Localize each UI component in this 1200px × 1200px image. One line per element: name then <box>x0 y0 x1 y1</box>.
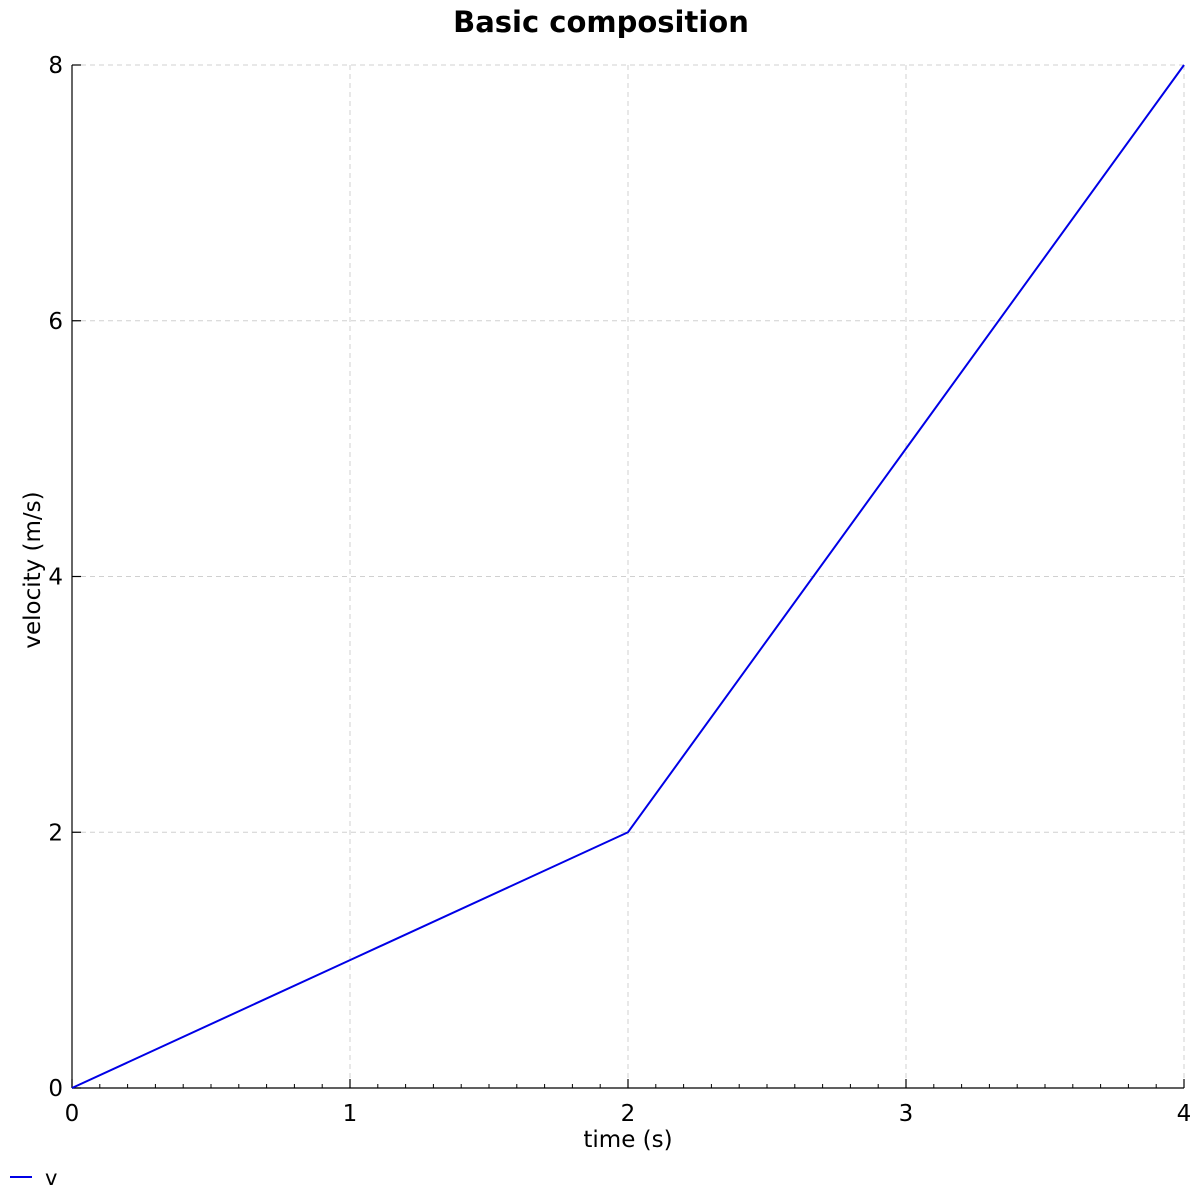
y-tick-label-0: 0 <box>48 1076 63 1102</box>
legend-label-v: v <box>45 1166 57 1190</box>
chart-title: Basic composition <box>453 5 749 39</box>
x-tick-label-0: 0 <box>65 1101 80 1127</box>
x-tick-label-3: 3 <box>899 1101 914 1127</box>
x-axis-label: time (s) <box>583 1127 672 1153</box>
x-tick-label-4: 4 <box>1177 1101 1192 1127</box>
x-tick-label-2: 2 <box>621 1101 636 1127</box>
legend: v <box>10 1166 57 1190</box>
y-axis-label: velocity (m/s) <box>20 491 46 648</box>
y-tick-label-1: 2 <box>48 820 63 846</box>
x-tick-label-1: 1 <box>343 1101 358 1127</box>
y-tick-label-3: 6 <box>48 309 63 335</box>
y-tick-label-2: 4 <box>48 565 63 591</box>
ticks-layer: 0 1 2 3 4 0 2 4 6 8 <box>48 53 1191 1127</box>
grid-layer <box>72 64 1185 1088</box>
series-layer <box>71 64 1185 1089</box>
y-tick-label-4: 8 <box>48 53 63 79</box>
